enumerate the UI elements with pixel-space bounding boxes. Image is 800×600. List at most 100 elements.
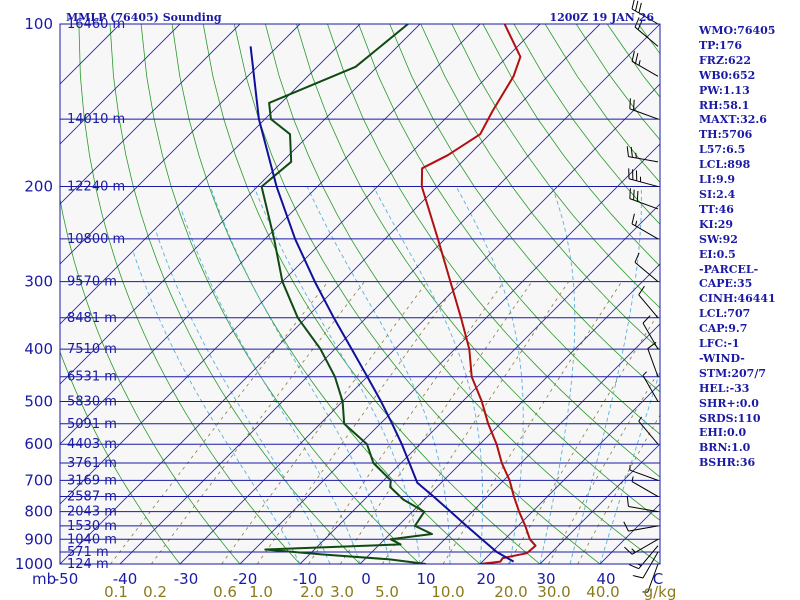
index-item: HEL:-33 <box>699 381 750 395</box>
mixing-ratio-label: 10.0 <box>431 583 464 600</box>
mixing-ratio-line <box>256 281 460 564</box>
isotherm <box>299 203 660 564</box>
index-item: FRZ:622 <box>699 53 752 67</box>
wind-barb <box>623 521 659 532</box>
isotherm <box>60 24 601 564</box>
chart-title: MMLP (76405) Sounding <box>66 11 222 24</box>
height-label: 2043 m <box>67 505 117 520</box>
plot-frame <box>59 23 661 565</box>
index-item: SHR+:0.0 <box>699 396 759 410</box>
isotherm <box>479 383 660 564</box>
dewpoint-profile <box>260 24 433 564</box>
temperature-tick-label: -20 <box>233 570 258 588</box>
pressure-tick-label: 800 <box>24 503 53 521</box>
index-item: EHI:0.0 <box>699 426 747 440</box>
height-label: 5830 m <box>67 394 117 409</box>
moist-adiabat <box>253 186 421 564</box>
wind-barb <box>631 476 659 497</box>
index-item: EI:0.5 <box>699 247 736 261</box>
pressure-tick-label: 100 <box>24 15 53 33</box>
mixing-ratio-unit-label: g/kg <box>644 583 677 600</box>
mixing-ratio-line <box>221 281 428 564</box>
height-label: 10800 m <box>67 232 125 247</box>
wind-barb <box>638 285 659 319</box>
height-label: 1530 m <box>67 519 117 534</box>
pressure-tick-label: 1000 <box>15 555 53 573</box>
height-label: 3169 m <box>67 473 117 488</box>
pressure-unit-label: mb <box>32 570 56 588</box>
index-item: WMO:76405 <box>699 24 776 37</box>
temperature-tick-label: 30 <box>536 570 555 588</box>
wind-barb <box>626 496 659 513</box>
height-label: 2587 m <box>67 490 117 505</box>
wind-barb <box>632 551 659 579</box>
isotherm <box>60 24 421 385</box>
isotherm <box>60 24 181 145</box>
height-label: 7510 m <box>67 342 117 357</box>
wind-barb <box>629 464 659 481</box>
moist-adiabat <box>154 229 331 564</box>
height-label: 124 m <box>67 557 109 572</box>
wind-barb <box>631 213 659 240</box>
height-label: 9570 m <box>67 275 117 290</box>
sounding-indices: WMO:76405 TP:176 FRZ:622 WB0:652 PW:1.13 RH:5… <box>699 24 799 471</box>
wind-barb <box>629 188 659 210</box>
height-label: 6531 m <box>67 370 117 385</box>
index-item: BSHR:36 <box>699 456 756 470</box>
mixing-ratio-line <box>507 310 660 564</box>
temperature-tick-label: C <box>653 570 663 588</box>
isotherm <box>179 83 660 564</box>
index-item: LCL:707 <box>699 307 751 321</box>
mixing-ratio-label: 5.0 <box>375 583 399 600</box>
height-label: 4403 m <box>67 437 117 452</box>
wind-barb <box>629 98 659 120</box>
temperature-tick-label: 40 <box>596 570 615 588</box>
index-item: TH:5706 <box>699 128 753 142</box>
height-label: 12240 m <box>67 180 125 195</box>
isotherm <box>359 263 660 564</box>
wind-barb <box>642 563 659 593</box>
moist-adiabat <box>599 369 660 564</box>
index-item: SW:92 <box>699 232 738 246</box>
temperature-tick-label: -40 <box>113 570 138 588</box>
index-item: LFC:-1 <box>699 337 740 351</box>
index-item: KI:29 <box>699 217 734 231</box>
wind-barbs <box>623 0 659 593</box>
index-item: L57:6.5 <box>699 143 746 157</box>
mixing-ratio-label: 0.2 <box>143 583 167 600</box>
isotherm <box>539 443 660 564</box>
index-item: LI:9.9 <box>699 173 736 187</box>
height-label: 14010 m <box>67 112 125 127</box>
height-label: 571 m <box>67 545 109 560</box>
parcel-path <box>249 46 515 563</box>
background-lines <box>60 24 660 564</box>
temperature-tick-label: 20 <box>476 570 495 588</box>
index-item: -WIND- <box>699 351 745 365</box>
isotherm <box>239 143 660 564</box>
index-item: RH:58.1 <box>699 98 750 112</box>
wind-barb <box>638 416 659 445</box>
index-item: LCL:898 <box>699 158 751 172</box>
wind-barb <box>631 51 659 77</box>
height-label: 8481 m <box>67 311 117 326</box>
index-item: SRDS:110 <box>699 411 761 425</box>
wind-barb <box>634 252 659 283</box>
index-item: MAXT:32.6 <box>699 113 767 127</box>
mixing-ratio-label: 30.0 <box>537 583 570 600</box>
isotherm <box>60 24 481 445</box>
isotherm <box>419 323 660 564</box>
profiles <box>249 24 537 564</box>
mixing-ratio-label: 40.0 <box>586 583 619 600</box>
isotherm <box>119 24 660 564</box>
wind-barb <box>626 146 659 163</box>
index-item: WB0:652 <box>699 68 756 82</box>
index-item: -PARCEL- <box>699 262 759 276</box>
wind-barb <box>628 168 659 188</box>
mixing-ratio-line <box>308 281 505 564</box>
index-item: TP:176 <box>699 38 743 52</box>
index-item: CAPE:35 <box>699 277 753 291</box>
wind-barb <box>642 371 659 402</box>
mixing-ratio-label: 2.0 <box>300 583 324 600</box>
